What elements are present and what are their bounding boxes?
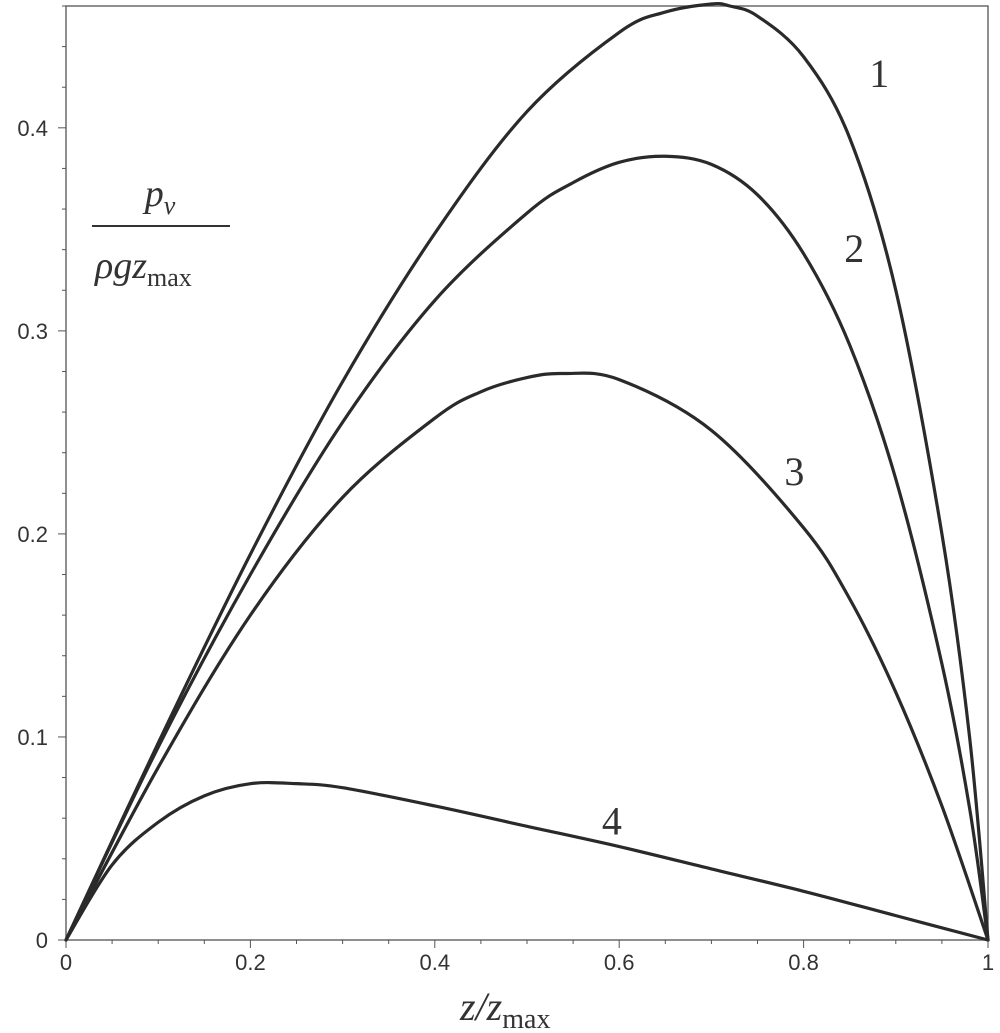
curves bbox=[64, 1, 990, 942]
x-tick-label: 0.4 bbox=[420, 950, 451, 975]
svg-text:z/zmax: z/zmax bbox=[459, 984, 550, 1033]
x-tick-label: 0.6 bbox=[604, 950, 635, 975]
curve-1 bbox=[64, 1, 990, 942]
axis-ticks bbox=[58, 5, 989, 948]
x-tick-label: 1 bbox=[982, 950, 994, 975]
y-tick-label: 0 bbox=[36, 928, 48, 953]
plot-frame bbox=[65, 5, 989, 941]
svg-text:ρgzmax: ρgzmax bbox=[94, 245, 192, 292]
curve-2 bbox=[64, 154, 990, 942]
curve-3 bbox=[64, 371, 990, 942]
svg-text:pv: pv bbox=[142, 173, 176, 220]
curve-4 bbox=[64, 780, 990, 942]
curve-labels: 1 2 3 4 bbox=[602, 51, 889, 843]
x-tick-label: 0 bbox=[60, 950, 72, 975]
x-tick-label: 0.2 bbox=[235, 950, 266, 975]
y-tick-label: 0.2 bbox=[17, 522, 48, 547]
y-tick-label: 0.3 bbox=[17, 319, 48, 344]
x-axis-title: z/zmax bbox=[459, 984, 550, 1033]
tick-labels: 0 0.2 0.4 0.6 0.8 1 0 0.1 0.2 0.3 0.4 bbox=[17, 116, 994, 975]
x-tick-label: 0.8 bbox=[788, 950, 819, 975]
y-tick-label: 0.1 bbox=[17, 725, 48, 750]
curve-label-1: 1 bbox=[869, 51, 889, 96]
y-axis-title: pv ρgzmax bbox=[92, 173, 230, 292]
curve-label-4: 4 bbox=[602, 798, 622, 843]
curve-label-3: 3 bbox=[784, 449, 804, 494]
y-tick-label: 0.4 bbox=[17, 116, 48, 141]
curve-label-2: 2 bbox=[844, 226, 864, 271]
